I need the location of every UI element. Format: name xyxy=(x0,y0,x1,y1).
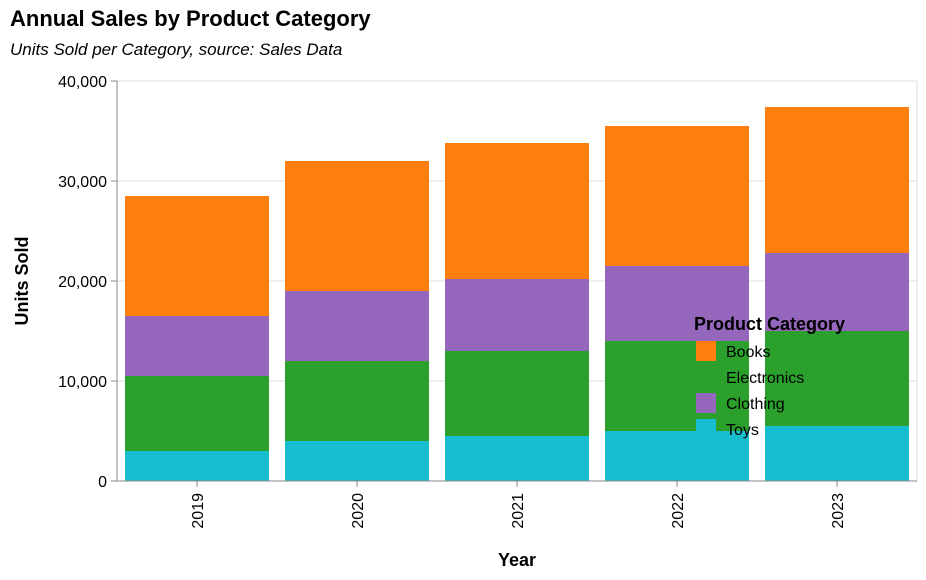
legend-swatch-books xyxy=(696,341,716,361)
bar-electronics-2021 xyxy=(445,351,589,436)
axes: 0 10,000 20,000 30,000 40,000 2019 2020 2021 202… xyxy=(58,74,917,529)
y-tick-label-3: 30,000 xyxy=(58,174,107,191)
bar-clothing-2023 xyxy=(765,253,909,331)
x-tick-label-2022: 2022 xyxy=(670,493,687,529)
legend-swatch-toys xyxy=(696,419,716,439)
bar-clothing-2021 xyxy=(445,279,589,351)
chart-title: Annual Sales by Product Category xyxy=(10,6,371,31)
legend-label-clothing: Clothing xyxy=(726,396,785,413)
bar-books-2021 xyxy=(445,143,589,279)
y-tick-label-2: 20,000 xyxy=(58,274,107,291)
x-tick-label-2023: 2023 xyxy=(830,493,847,529)
legend-label-toys: Toys xyxy=(726,422,759,439)
bar-toys-2019 xyxy=(125,451,269,481)
y-tick-label-1: 10,000 xyxy=(58,374,107,391)
bar-electronics-2020 xyxy=(285,361,429,441)
legend-label-books: Books xyxy=(726,344,770,361)
y-tick-label-4: 40,000 xyxy=(58,74,107,91)
y-axis-title: Units Sold xyxy=(12,237,32,326)
bar-toys-2020 xyxy=(285,441,429,481)
bar-toys-2021 xyxy=(445,436,589,481)
x-tick-label-2019: 2019 xyxy=(190,493,207,529)
bar-electronics-2023 xyxy=(765,331,909,426)
bars xyxy=(125,107,909,481)
bar-books-2020 xyxy=(285,161,429,291)
bar-books-2022 xyxy=(605,126,749,266)
bar-toys-2023 xyxy=(765,426,909,481)
bar-toys-2022 xyxy=(605,431,749,481)
x-tick-label-2021: 2021 xyxy=(510,493,527,529)
y-tick-label-0: 0 xyxy=(98,474,107,491)
legend: Product Category Books Electronics Clothin… xyxy=(694,314,845,439)
legend-label-electronics: Electronics xyxy=(726,370,804,387)
chart-subtitle: Units Sold per Category, source: Sales D… xyxy=(10,40,343,59)
x-axis-title: Year xyxy=(498,550,536,570)
bar-electronics-2022 xyxy=(605,341,749,431)
bar-books-2023 xyxy=(765,107,909,253)
bar-clothing-2022 xyxy=(605,266,749,341)
bar-clothing-2019 xyxy=(125,316,269,376)
bar-electronics-2019 xyxy=(125,376,269,451)
x-tick-label-2020: 2020 xyxy=(350,493,367,529)
bar-books-2019 xyxy=(125,196,269,316)
legend-swatch-clothing xyxy=(696,393,716,413)
bar-clothing-2020 xyxy=(285,291,429,361)
legend-title: Product Category xyxy=(694,314,845,334)
